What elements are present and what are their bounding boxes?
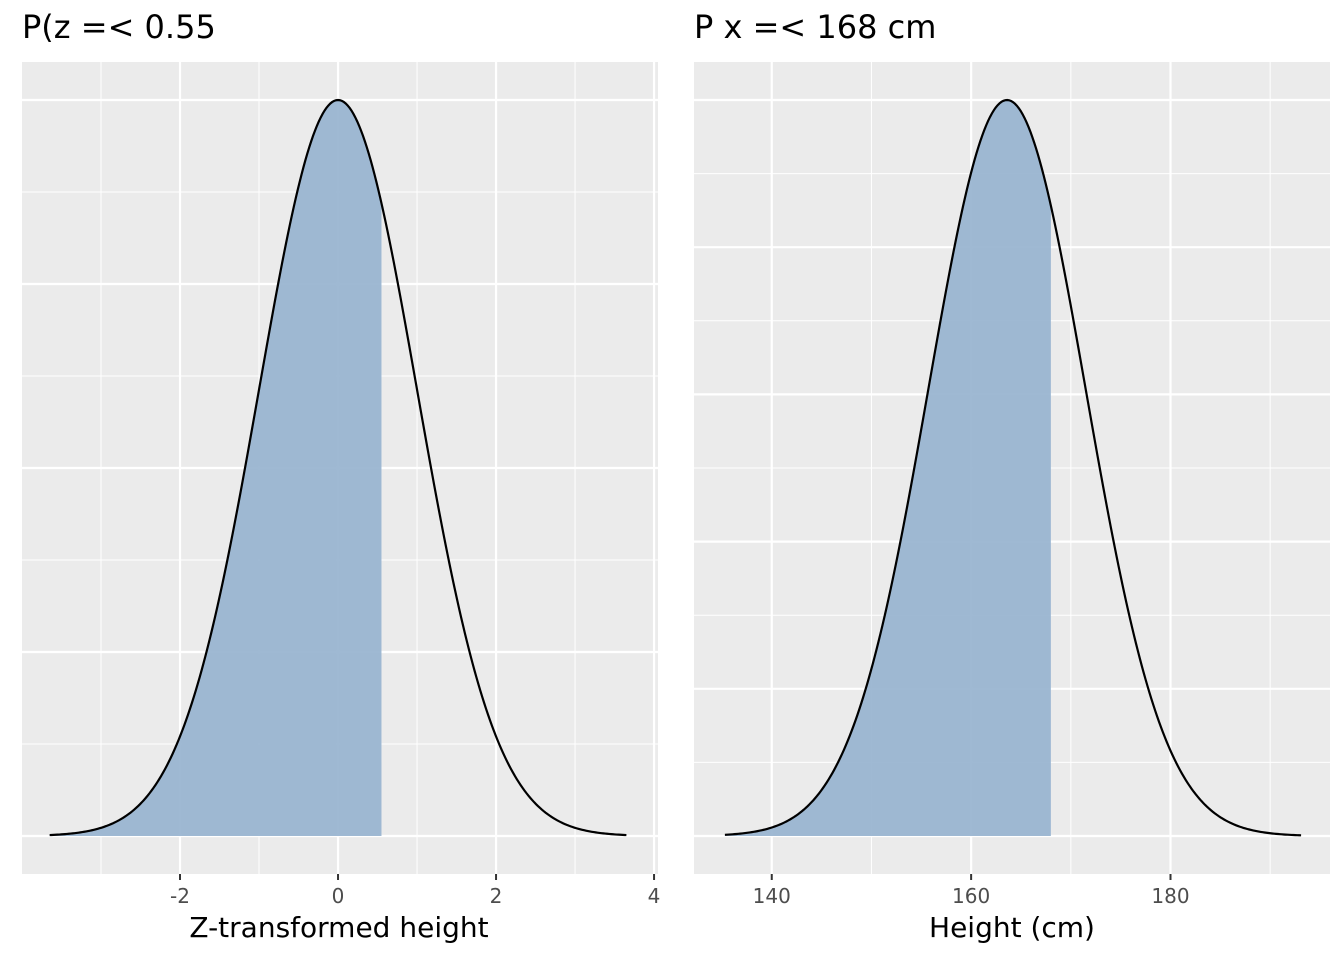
x-tick-label: 140 [753, 884, 791, 908]
left-density-panel: -2 0 2 4 [22, 62, 660, 908]
left-x-axis-label: Z-transformed height [189, 911, 489, 944]
right-density-panel: 140 160 180 [694, 62, 1330, 908]
left-panel-title: P(z =< 0.55 [22, 8, 216, 46]
right-panel-title: P x =< 168 cm [694, 8, 937, 46]
x-tick-label: 160 [952, 884, 990, 908]
x-tick-label: -2 [170, 884, 190, 908]
shaded-probability-area [724, 100, 1051, 836]
shaded-probability-area [49, 100, 382, 836]
x-tick-label: 180 [1151, 884, 1189, 908]
right-x-axis-label: Height (cm) [929, 911, 1095, 944]
density-curve [724, 98, 1302, 837]
density-curve [49, 98, 627, 837]
x-tick-label: 4 [648, 884, 661, 908]
x-tick-label: 2 [490, 884, 503, 908]
x-tick-label: 0 [332, 884, 345, 908]
